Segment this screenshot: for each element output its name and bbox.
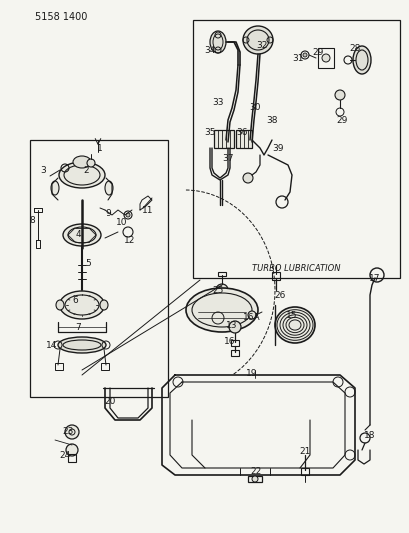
Circle shape xyxy=(216,284,227,296)
Text: 24: 24 xyxy=(59,450,70,459)
Ellipse shape xyxy=(73,156,91,168)
Text: 22: 22 xyxy=(250,467,261,477)
Bar xyxy=(300,468,308,475)
Bar xyxy=(271,272,279,280)
Bar xyxy=(213,130,234,148)
Text: 16A: 16A xyxy=(243,312,260,321)
Text: 26: 26 xyxy=(274,290,285,300)
Circle shape xyxy=(252,476,257,482)
Bar xyxy=(193,20,399,278)
Text: 12: 12 xyxy=(124,236,135,245)
Ellipse shape xyxy=(100,300,108,310)
Bar xyxy=(68,454,76,462)
Circle shape xyxy=(126,213,130,217)
Text: 35: 35 xyxy=(204,127,215,136)
Text: 13: 13 xyxy=(226,321,237,330)
Text: 38: 38 xyxy=(265,116,277,125)
Text: 36: 36 xyxy=(236,127,247,136)
Circle shape xyxy=(321,54,329,62)
Bar xyxy=(101,363,109,370)
Text: 18: 18 xyxy=(363,431,375,440)
Circle shape xyxy=(302,53,306,57)
Text: 33: 33 xyxy=(212,98,223,107)
Circle shape xyxy=(334,90,344,100)
Text: 1: 1 xyxy=(97,143,103,152)
Text: 31: 31 xyxy=(292,53,303,62)
Circle shape xyxy=(229,321,240,333)
Text: 9: 9 xyxy=(105,208,110,217)
Text: 39: 39 xyxy=(272,143,283,152)
Circle shape xyxy=(247,311,255,319)
Circle shape xyxy=(65,425,79,439)
Text: 25: 25 xyxy=(212,286,223,295)
Text: 6: 6 xyxy=(72,295,78,304)
Ellipse shape xyxy=(51,181,59,195)
Bar xyxy=(317,48,333,68)
Bar xyxy=(230,340,238,346)
Text: 4: 4 xyxy=(75,230,81,238)
Bar xyxy=(218,272,225,276)
Ellipse shape xyxy=(63,224,101,246)
Text: 10: 10 xyxy=(116,217,128,227)
Text: 5158 1400: 5158 1400 xyxy=(35,12,87,22)
Text: 28: 28 xyxy=(348,44,360,52)
Circle shape xyxy=(243,173,252,183)
Ellipse shape xyxy=(105,181,113,195)
Ellipse shape xyxy=(186,288,257,332)
Circle shape xyxy=(87,159,95,167)
Ellipse shape xyxy=(274,307,314,343)
Text: 7: 7 xyxy=(75,324,81,333)
Text: 21: 21 xyxy=(299,448,310,456)
Bar xyxy=(30,140,168,397)
Bar xyxy=(247,476,261,482)
Text: 29: 29 xyxy=(312,47,323,56)
Bar xyxy=(55,363,63,370)
Text: TURBO LUBRICATION: TURBO LUBRICATION xyxy=(251,263,339,272)
Text: 20: 20 xyxy=(104,398,115,407)
Ellipse shape xyxy=(59,291,104,319)
Text: 30: 30 xyxy=(249,102,260,111)
Circle shape xyxy=(66,444,78,456)
Text: 2: 2 xyxy=(83,166,89,174)
Text: 3: 3 xyxy=(40,166,46,174)
Text: 5: 5 xyxy=(85,259,91,268)
Text: 14: 14 xyxy=(46,341,58,350)
Text: 19: 19 xyxy=(246,368,257,377)
Text: 8: 8 xyxy=(29,215,35,224)
Ellipse shape xyxy=(58,337,106,353)
Bar xyxy=(236,130,252,148)
Text: 17: 17 xyxy=(369,273,380,282)
Text: 15: 15 xyxy=(285,311,297,319)
Text: 16: 16 xyxy=(224,337,235,346)
Text: 29: 29 xyxy=(335,116,347,125)
Ellipse shape xyxy=(352,46,370,74)
Bar xyxy=(230,350,238,356)
Text: 11: 11 xyxy=(142,206,153,214)
Ellipse shape xyxy=(209,31,225,53)
Text: 34: 34 xyxy=(204,45,215,54)
Text: 32: 32 xyxy=(256,41,267,50)
Ellipse shape xyxy=(243,26,272,54)
Text: 37: 37 xyxy=(222,154,233,163)
Text: 23: 23 xyxy=(62,427,74,437)
Ellipse shape xyxy=(56,300,64,310)
Ellipse shape xyxy=(59,162,105,188)
